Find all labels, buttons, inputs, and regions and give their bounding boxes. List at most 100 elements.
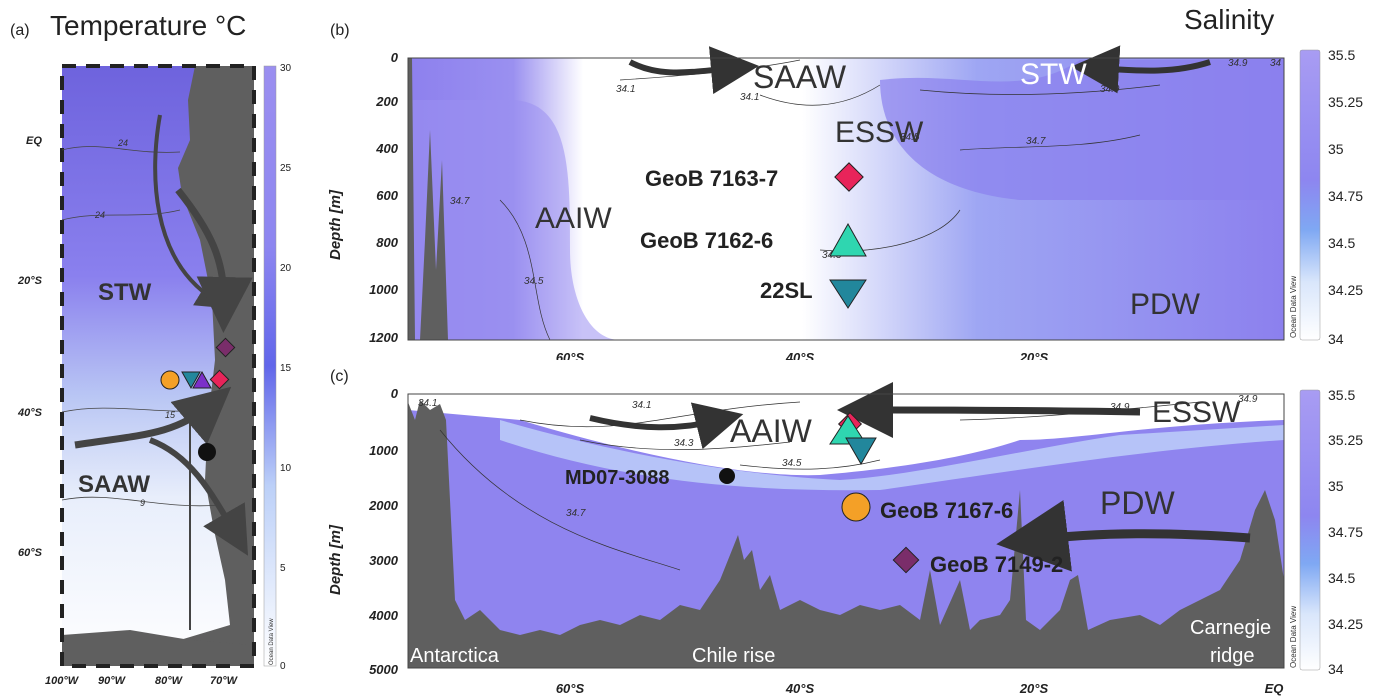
contour-label: 15 <box>165 410 176 420</box>
colorbar-tick: 20 <box>280 263 292 274</box>
contour-label: 34.1 <box>616 84 635 95</box>
lat-tick: 20°S <box>17 275 43 287</box>
colorbar-credit: Ocean Data View <box>269 618 275 665</box>
y-tick: 0 <box>391 386 399 401</box>
water-mass-label: AAIW <box>730 413 813 449</box>
station-label: GeoB 7162-6 <box>640 228 773 253</box>
pdw-arrow <box>996 500 1251 572</box>
x-tick: 40°S <box>785 350 815 360</box>
contour-line <box>759 84 881 106</box>
colorbar-tick: 10 <box>280 463 292 474</box>
colorbar-tick: 34 <box>1328 661 1344 677</box>
marker-22sl <box>829 279 867 309</box>
y-tick: 3000 <box>369 553 399 568</box>
marker-geob7149 <box>215 337 236 358</box>
y-tick: 200 <box>375 94 398 109</box>
colorbar-tick: 35 <box>1328 478 1344 494</box>
colorbar-credit: Ocean Data View <box>1289 606 1298 668</box>
lon-tick: 90°W <box>98 675 127 687</box>
topo-label: Antarctica <box>410 645 500 667</box>
water-mass-label: STW <box>1020 58 1087 91</box>
saaw-current-arrow <box>148 437 249 556</box>
colorbar-tick: 34.5 <box>1328 235 1355 251</box>
y-tick: 1000 <box>369 443 399 458</box>
y-tick: 4000 <box>368 608 399 623</box>
contour-label: 34.9 <box>1238 394 1258 405</box>
y-tick: 0 <box>391 50 399 65</box>
topo-label: Carnegie <box>1190 617 1271 639</box>
bathymetry <box>408 400 1284 668</box>
station-label: GeoB 7163-7 <box>645 166 778 191</box>
panel-c-label: (c) <box>330 368 349 385</box>
x-tick: 60°S <box>556 681 585 696</box>
station-label: GeoB 7167-6 <box>880 498 1013 523</box>
water-mass-label: PDW <box>1100 485 1175 521</box>
colorbar-tick: 25 <box>280 163 292 174</box>
contour-label: 24 <box>94 210 105 220</box>
colorbar-tick: 34.75 <box>1328 188 1363 204</box>
y-tick: 1200 <box>369 330 399 345</box>
contour-label: 34 <box>1270 58 1282 69</box>
water-mass-label: PDW <box>1130 288 1201 321</box>
water-mass-label: SAAW <box>753 59 847 95</box>
lon-tick: 100°W <box>45 675 80 687</box>
marker-geob7162 <box>829 222 867 257</box>
colorbar-tick: 15 <box>280 363 292 374</box>
contour-line <box>499 199 551 341</box>
contour-line <box>439 429 681 571</box>
station-label: 22SL <box>760 278 813 303</box>
antarctica-land <box>62 630 254 666</box>
y-axis-label: Depth [m] <box>327 189 344 260</box>
water-mass-label: ESSW <box>1152 396 1241 429</box>
contour-label: 24 <box>117 138 128 148</box>
contour-label: 34.9 <box>1110 402 1130 413</box>
topo-label: ridge <box>1210 645 1254 667</box>
colorbar-tick: 34.25 <box>1328 616 1363 632</box>
marker-22sl <box>845 437 877 466</box>
contour-line <box>579 439 791 451</box>
contour-label: 34.3 <box>674 438 694 449</box>
colorbar-tick: 34.5 <box>1328 570 1355 586</box>
water-mass-label: ESSW <box>835 116 924 149</box>
y-tick: 400 <box>375 141 398 156</box>
marker-md073088 <box>719 468 735 484</box>
station-label: MD07-3088 <box>565 467 670 489</box>
temperature-colorbar <box>263 65 277 667</box>
panel-a-title: Temperature °C <box>50 10 247 41</box>
contour-line <box>919 84 1161 95</box>
land-profile <box>408 58 448 340</box>
stw-current-arrow <box>175 187 253 333</box>
colorbar-tick: 5 <box>280 563 286 574</box>
y-tick: 5000 <box>369 662 399 677</box>
panel-b-label: (b) <box>330 22 350 39</box>
salinity-colorbar <box>1299 389 1321 671</box>
water-mass-label: AAIW <box>535 202 612 235</box>
station-label: GeoB 7149-2 <box>930 552 1063 577</box>
contour-label: 9 <box>140 498 145 508</box>
contour-label: 34.7 <box>450 196 470 207</box>
aaiw-arrow <box>589 402 744 450</box>
contour-label: 34.9 <box>1228 58 1248 69</box>
marker-geob7163 <box>834 162 864 192</box>
y-tick: 1000 <box>369 282 399 297</box>
contour-label: 34.5 <box>524 276 544 287</box>
colorbar-tick: 34 <box>1328 331 1344 347</box>
contour-label: 34.1 <box>740 92 759 103</box>
colorbar-tick: 0 <box>280 661 286 672</box>
colorbar-tick: 35.5 <box>1328 47 1355 63</box>
contour-label: 34.7 <box>566 508 586 519</box>
water-mass-label: STW <box>98 279 152 306</box>
lon-tick: 80°W <box>155 675 184 687</box>
topo-label: Chile rise <box>692 645 775 667</box>
x-tick: 40°S <box>785 681 815 696</box>
contour-line <box>519 401 801 428</box>
colorbar-tick: 35 <box>1328 141 1344 157</box>
contour-line <box>61 209 181 221</box>
marker-geob7163 <box>209 369 230 390</box>
y-tick: 800 <box>376 235 398 250</box>
salinity-section-full: 34.1 34.1 34.3 34.5 34.7 34.9 34.9 AAIW … <box>327 382 1363 696</box>
colorbar-tick: 35.25 <box>1328 94 1363 110</box>
lat-tick: 60°S <box>18 547 43 559</box>
colorbar-tick: 30 <box>280 63 292 74</box>
x-tick: 20°S <box>1019 350 1049 360</box>
